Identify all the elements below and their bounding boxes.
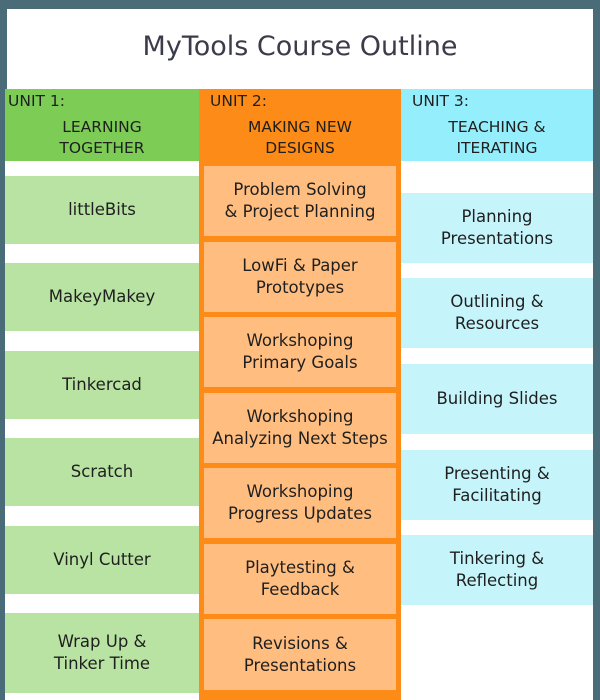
unit-2-item: Workshoping Analyzing Next Steps <box>204 393 396 463</box>
unit-2-item: Problem Solving & Project Planning <box>204 166 396 236</box>
title-bar: MyTools Course Outline <box>7 9 593 89</box>
unit-3-item: Presenting & Facilitating <box>401 450 593 520</box>
unit-3-item: Tinkering & Reflecting <box>401 535 593 605</box>
unit-3-item: Building Slides <box>401 364 593 434</box>
unit-1-body: littleBits MakeyMakey Tinkercad Scratch … <box>5 161 199 700</box>
unit-2-header: UNIT 2: MAKING NEW DESIGNS <box>199 89 401 161</box>
unit-3-body: Planning Presentations Outlining & Resou… <box>401 161 593 700</box>
unit-3-header: UNIT 3: TEACHING & ITERATING <box>401 89 593 161</box>
unit-2-item: Playtesting & Feedback <box>204 544 396 614</box>
unit-1-item: littleBits <box>5 176 199 244</box>
unit-1-item: Wrap Up & Tinker Time <box>5 613 199 693</box>
unit-2-column: UNIT 2: MAKING NEW DESIGNS Problem Solvi… <box>199 89 401 700</box>
unit-3-name: TEACHING & ITERATING <box>448 118 546 157</box>
unit-3-item: Planning Presentations <box>401 193 593 263</box>
unit-2-name: MAKING NEW DESIGNS <box>248 118 352 157</box>
unit-2-item: Revisions & Presentations <box>204 619 396 690</box>
unit-1-item: MakeyMakey <box>5 263 199 331</box>
unit-3-label: UNIT 3: <box>412 92 469 110</box>
unit-2-item: Workshoping Primary Goals <box>204 317 396 387</box>
unit-2-label: UNIT 2: <box>210 92 267 110</box>
unit-2-item: Workshoping Progress Updates <box>204 468 396 538</box>
unit-3-item: Outlining & Resources <box>401 278 593 348</box>
unit-2-item: LowFi & Paper Prototypes <box>204 242 396 312</box>
unit-1-name: LEARNING TOGETHER <box>59 118 145 157</box>
unit-1-label: UNIT 1: <box>8 92 65 110</box>
unit-1-item: Scratch <box>5 438 199 506</box>
unit-2-body: Problem Solving & Project Planning LowFi… <box>199 161 401 700</box>
unit-1-header: UNIT 1: LEARNING TOGETHER <box>5 89 199 161</box>
unit-1-column: UNIT 1: LEARNING TOGETHER littleBits Mak… <box>5 89 199 700</box>
unit-1-item: Vinyl Cutter <box>5 526 199 594</box>
unit-3-column: UNIT 3: TEACHING & ITERATING Planning Pr… <box>401 89 593 700</box>
page-title: MyTools Course Outline <box>142 30 458 62</box>
unit-1-item: Tinkercad <box>5 351 199 419</box>
